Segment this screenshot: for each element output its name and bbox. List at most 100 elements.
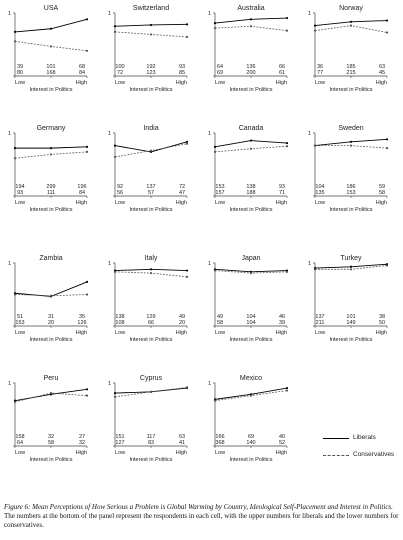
data-point	[213, 269, 217, 272]
y-tick-label: 1	[8, 381, 11, 387]
x-tick-label: Low	[215, 200, 225, 206]
count-liberals: 39	[17, 64, 23, 70]
x-axis-label: Interest in Politics	[229, 87, 272, 93]
y-tick-label: 1	[308, 261, 311, 267]
panel-title: Italy	[145, 255, 158, 262]
x-tick-label: High	[76, 200, 87, 206]
x-tick-label: Low	[115, 330, 125, 336]
panel-title: Norway	[339, 5, 363, 12]
count-liberals: 36	[317, 64, 323, 70]
count-liberals: 31	[48, 314, 54, 320]
panel-cyprus: Cyprus 1 Low High Interest in Politics 151 117…	[108, 375, 189, 463]
data-point	[149, 271, 153, 275]
count-conservatives: 149	[346, 320, 355, 326]
data-point	[249, 394, 253, 397]
count-liberals: 137	[146, 184, 155, 190]
count-liberals: 192	[146, 64, 155, 70]
count-liberals: 63	[179, 434, 185, 440]
panel-title: Cyprus	[140, 375, 163, 382]
x-tick-label: Low	[15, 330, 25, 336]
count-conservatives: 111	[47, 190, 55, 196]
data-point	[313, 24, 317, 27]
data-point	[13, 40, 17, 43]
count-conservatives: 123	[146, 70, 155, 76]
count-conservatives: 93	[17, 190, 23, 196]
legend-item-liberals: Liberals	[323, 433, 401, 443]
count-liberals: 32	[48, 434, 54, 440]
count-conservatives: 71	[279, 190, 285, 196]
count-conservatives: 61	[279, 70, 285, 76]
data-point	[85, 18, 89, 21]
count-liberals: 100	[115, 64, 124, 70]
data-point	[85, 394, 89, 397]
y-tick-label: 1	[208, 381, 211, 387]
count-conservatives: 127	[115, 440, 124, 446]
x-tick-label: Low	[115, 450, 125, 456]
x-tick-label: High	[276, 330, 287, 336]
count-liberals: 166	[215, 434, 224, 440]
x-tick-label: Low	[15, 450, 25, 456]
data-point	[349, 24, 353, 27]
small-multiples-chart: USA 1 Low High Interest in Politics 39 101 68 80…	[8, 5, 389, 463]
x-axis-label: Interest in Politics	[29, 87, 72, 93]
y-tick-label: 1	[8, 261, 11, 267]
count-conservatives: 85	[179, 70, 185, 76]
data-point	[49, 153, 53, 156]
count-conservatives: 168	[46, 70, 55, 76]
legend-item-conservatives: Conservatives	[323, 450, 401, 460]
y-tick-label: 1	[108, 261, 111, 267]
x-axis-label: Interest in Politics	[129, 337, 172, 343]
data-point	[313, 268, 317, 271]
count-liberals: 49	[179, 314, 185, 320]
count-conservatives: 153	[15, 320, 24, 326]
count-liberals: 51	[17, 314, 23, 320]
y-tick-label: 1	[208, 11, 211, 17]
count-conservatives: 45	[379, 70, 385, 76]
data-point	[113, 395, 117, 398]
count-liberals: 137	[315, 314, 324, 320]
count-liberals: 196	[77, 184, 86, 190]
panel-mexico: Mexico 1 Low High Interest in Politics 166 69 4…	[208, 375, 289, 463]
x-axis-label: Interest in Politics	[29, 457, 72, 463]
x-tick-label: High	[276, 450, 287, 456]
panel-sweden: Sweden 1 Low High Interest in Politics 104 186…	[308, 125, 389, 213]
count-liberals: 299	[46, 184, 55, 190]
data-point	[185, 35, 189, 39]
count-conservatives: 83	[148, 440, 154, 446]
data-point	[249, 271, 253, 275]
count-liberals: 27	[79, 434, 85, 440]
panel-norway: Norway 1 Low High Interest in Politics 36 185 6…	[308, 5, 389, 93]
x-tick-label: High	[276, 200, 287, 206]
count-conservatives: 368	[215, 440, 224, 446]
legend-line-dashed	[323, 455, 349, 456]
count-conservatives: 157	[215, 190, 224, 196]
data-point	[285, 386, 289, 390]
y-tick-label: 1	[108, 11, 111, 17]
x-axis-label: Interest in Politics	[329, 337, 372, 343]
y-tick-label: 1	[8, 131, 11, 137]
count-conservatives: 58	[48, 440, 54, 446]
panel-germany: Germany 1 Low High Interest in Politics 194 29…	[8, 125, 89, 213]
count-liberals: 138	[115, 314, 124, 320]
count-conservatives: 126	[77, 320, 86, 326]
series-line-conservatives	[14, 392, 88, 403]
x-tick-label: Low	[15, 80, 25, 86]
panel-italy: Italy 1 Low High Interest in Politics 138 129 4…	[108, 255, 189, 343]
x-tick-label: High	[76, 450, 87, 456]
count-conservatives: 84	[79, 70, 85, 76]
count-conservatives: 50	[379, 320, 385, 326]
panel-title: Sweden	[338, 125, 363, 132]
x-axis-label: Interest in Politics	[29, 337, 72, 343]
data-point	[49, 27, 53, 30]
panel-title: Turkey	[340, 255, 362, 262]
data-point	[13, 400, 17, 403]
panel-title: Japan	[241, 255, 260, 262]
data-point	[285, 29, 289, 32]
panel-turkey: Turkey 1 Low High Interest in Politics 137 101…	[308, 255, 389, 343]
panel-zambia: Zambia 1 Low High Interest in Politics 51 31 35…	[8, 255, 89, 343]
x-tick-label: Low	[215, 80, 225, 86]
count-liberals: 104	[315, 184, 324, 190]
count-conservatives: 104	[246, 320, 255, 326]
series-line-liberals	[14, 18, 88, 33]
count-conservatives: 200	[246, 70, 255, 76]
